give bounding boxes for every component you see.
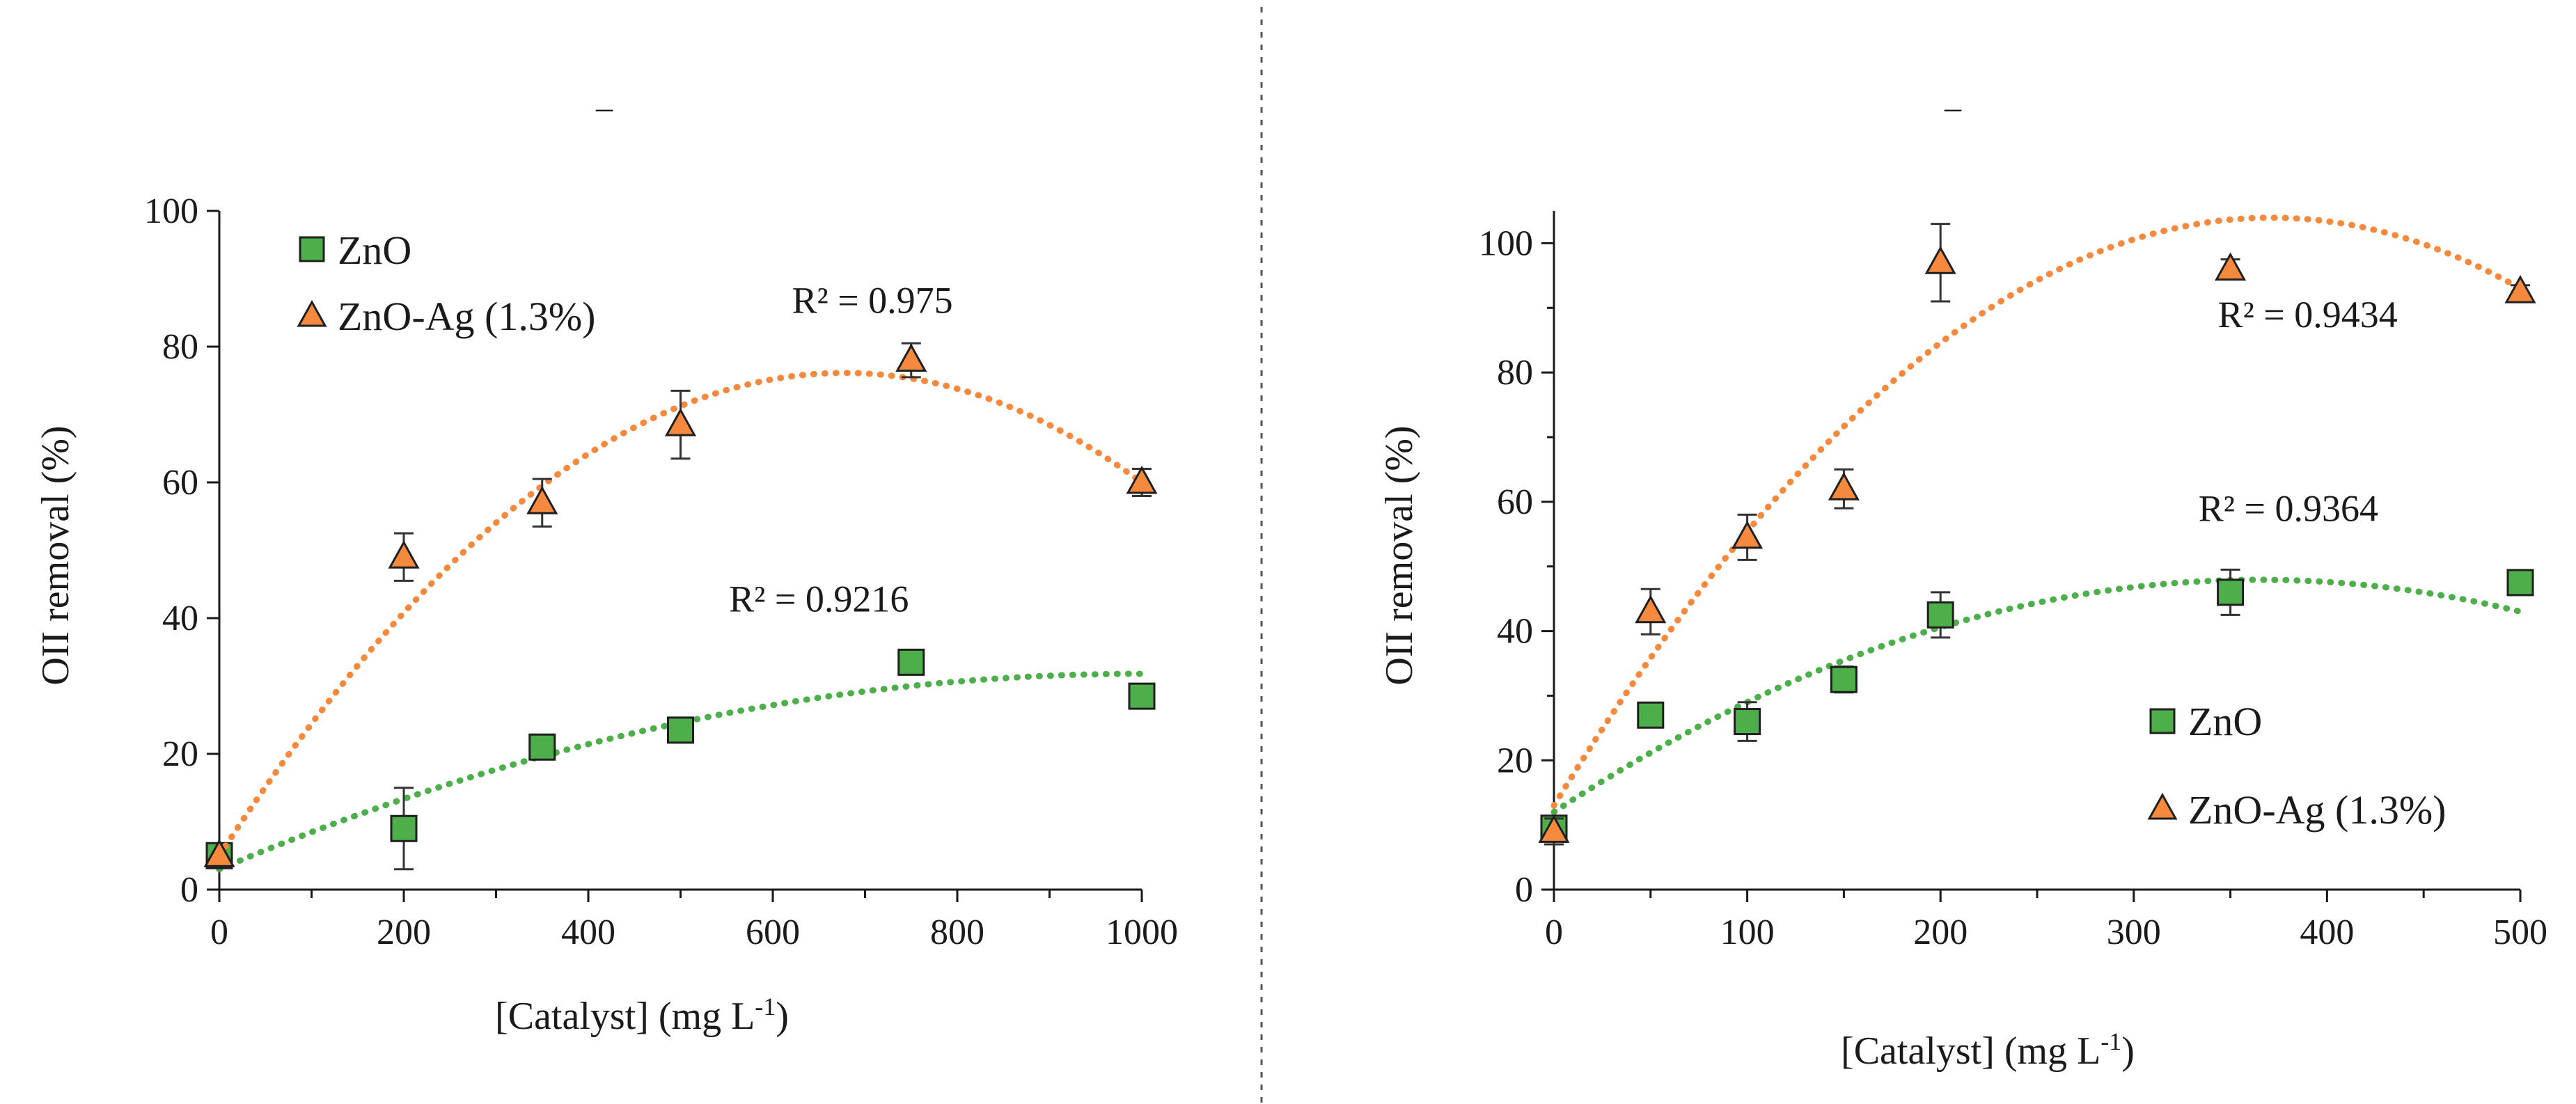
x-axis-title-left: [Catalyst] (mg L-1) (495, 993, 789, 1038)
point-znoag-left (895, 343, 927, 372)
point-znoag-right (1828, 472, 1860, 500)
x-axis-title-left-main: [Catalyst] (mg L (495, 995, 755, 1038)
x-axis-title-left-sup: -1 (755, 993, 776, 1020)
r2-label-znoag-right: R² = 0.9434 (2218, 294, 2398, 336)
point-znoag-left (664, 408, 697, 436)
x-axis-title-right-main: [Catalyst] (mg L (1841, 1030, 2100, 1073)
point-zno-right (2506, 569, 2534, 597)
legend-left-zno-marker (299, 236, 325, 262)
point-znoag-left (388, 540, 420, 569)
x-axis-title-right-end: ) (2121, 1030, 2135, 1073)
r2-label-znoag-left: R² = 0.975 (792, 279, 953, 321)
x-tick-label-left: 0 (210, 913, 228, 952)
x-tick-label-right: 500 (2493, 913, 2547, 952)
legend-right-znoag-label: ZnO-Ag (1.3%) (2188, 787, 2446, 833)
point-znoag-right (1635, 594, 1667, 624)
x-tick-label-right: 200 (1913, 913, 1968, 952)
x-tick-label-right: 300 (2107, 913, 2161, 952)
legend-right: ZnO ZnO-Ag (1.3%) (2147, 699, 2446, 833)
trendline-znoag-left (216, 370, 1145, 859)
x-tick-label-right: 400 (2300, 913, 2354, 952)
y-axis-title-right: OII removal (%) (1378, 425, 1421, 685)
x-tick-label-left: 400 (561, 913, 615, 952)
chart-panel-right: – 0 20 40 60 80 100 0 100 200 300 400 500 R² = 0.936… (1378, 89, 2547, 1073)
point-znoag-right (2504, 274, 2536, 303)
legend-left-znoag-marker (297, 299, 327, 327)
point-znoag-left (1126, 465, 1158, 494)
point-zno-left (897, 648, 925, 676)
y-tick-label-left: 40 (162, 599, 198, 638)
y-tick-label-left: 100 (144, 191, 198, 231)
point-zno-left (667, 716, 694, 744)
legend-right-zno-marker (2149, 708, 2176, 734)
x-tick-label-right: 0 (1545, 913, 1563, 952)
x-tick-label-left: 600 (746, 913, 800, 952)
trendline-znoag-right (1550, 214, 2524, 809)
plot-layer-right: 0 20 40 60 80 100 0 100 200 300 400 500 R² = 0.9364 R… (1479, 211, 2547, 952)
point-zno-right (2217, 578, 2245, 606)
y-tick-label-right: 100 (1479, 223, 1533, 263)
legend-right-zno-label: ZnO (2188, 699, 2262, 744)
r2-label-zno-left: R² = 0.9216 (729, 578, 909, 620)
point-zno-right (1637, 701, 1665, 729)
legend-right-znoag-marker (2147, 792, 2178, 820)
y-tick-label-right: 60 (1497, 482, 1533, 522)
point-znoag-right (1731, 520, 1764, 549)
point-zno-right (1926, 601, 1954, 629)
x-tick-label-right: 100 (1720, 913, 1775, 952)
y-axis-title-left: OII removal (%) (34, 425, 77, 685)
point-znoag-right (2215, 252, 2247, 281)
x-tick-label-left: 200 (377, 913, 431, 952)
x-axis-title-right-sup: -1 (2100, 1027, 2121, 1055)
y-tick-label-left: 60 (162, 463, 198, 503)
x-tick-label-left: 1000 (1106, 913, 1178, 952)
point-zno-left (1128, 682, 1156, 710)
x-axis-title-left-end: ) (776, 995, 789, 1038)
panel-label-left: – (595, 89, 613, 126)
point-zno-right (1830, 665, 1858, 693)
y-tick-label-right: 80 (1497, 353, 1533, 393)
y-tick-label-right: 20 (1497, 741, 1533, 780)
point-zno-left (390, 814, 418, 842)
r2-label-zno-right: R² = 0.9364 (2199, 488, 2378, 530)
trendline-zno-left (216, 670, 1145, 873)
point-znoag-right (1538, 814, 1570, 843)
trendline-zno-right (1550, 576, 2524, 816)
y-tick-label-left: 20 (162, 734, 198, 774)
point-znoag-left (203, 839, 235, 867)
y-tick-label-left: 0 (180, 870, 198, 910)
x-tick-label-left: 800 (930, 913, 984, 952)
y-tick-label-right: 40 (1497, 612, 1533, 652)
point-znoag-right (1924, 246, 1956, 274)
point-znoag-left (526, 486, 558, 514)
y-tick-label-right: 0 (1515, 870, 1533, 910)
point-zno-left (528, 733, 556, 761)
legend-left-zno-label: ZnO (338, 228, 411, 273)
legend-left-znoag-label: ZnO-Ag (1.3%) (338, 294, 595, 339)
y-tick-label-left: 80 (162, 327, 198, 367)
panel-label-right: – (1944, 89, 1962, 126)
legend-left: ZnO ZnO-Ag (1.3%) (297, 228, 595, 339)
x-axis-title-right: [Catalyst] (mg L-1) (1841, 1027, 2135, 1073)
point-zno-right (1734, 708, 1761, 736)
